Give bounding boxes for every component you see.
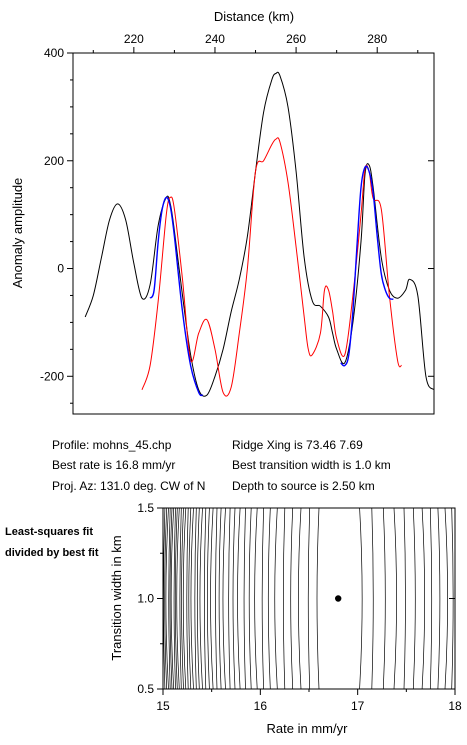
contour-line — [444, 507, 448, 690]
top-y-tick-label: 400 — [44, 46, 64, 60]
contour-line — [165, 507, 169, 690]
contour-line — [164, 507, 168, 690]
contour-line — [168, 507, 171, 690]
contour-line — [194, 507, 197, 690]
contour-line — [186, 507, 189, 690]
contour-line — [316, 507, 320, 690]
contour-line — [283, 507, 286, 690]
top-x-tick-label: 280 — [367, 32, 387, 46]
top-x-tick-label: 240 — [205, 32, 225, 46]
best-fit-point — [335, 595, 342, 602]
depth-text: Depth to source is 2.50 km — [232, 479, 375, 493]
contour-line — [207, 507, 210, 690]
contour-line — [210, 507, 214, 690]
profile-text: Profile: mohns_45.chp — [52, 438, 172, 452]
contour-line — [267, 507, 271, 690]
bottom-x-tick-label: 15 — [156, 699, 170, 713]
contour-line — [412, 507, 416, 690]
top-x-axis-label: Distance (km) — [214, 9, 294, 24]
contour-line — [274, 507, 278, 690]
observed-profile-line — [84, 71, 435, 397]
top-series-group — [84, 71, 435, 397]
contour-line — [196, 507, 200, 690]
contour-line — [176, 507, 180, 690]
contour-line — [382, 507, 386, 690]
bottom-y-tick-label: 1.5 — [137, 501, 154, 515]
contour-line — [403, 507, 406, 690]
contour-line — [169, 507, 173, 690]
contour-lines — [163, 507, 454, 690]
contour-line — [237, 507, 241, 690]
contour-line — [254, 507, 258, 690]
model-profile-line — [141, 137, 403, 397]
contour-line — [248, 507, 252, 690]
fit-segment-line-2 — [340, 165, 394, 367]
contour-line — [232, 507, 236, 690]
contour-line — [437, 507, 441, 690]
contour-line — [181, 507, 184, 690]
contour-line — [228, 507, 231, 690]
bottom-x-tick-label: 16 — [254, 699, 268, 713]
best-rate-text: Best rate is 16.8 mm/yr — [52, 458, 176, 472]
contour-line — [290, 507, 294, 690]
bottom-y-axis-label: Transition width in km — [109, 535, 124, 660]
bottom-x-tick-label: 18 — [448, 699, 462, 713]
top-x-tick-label: 260 — [286, 32, 306, 46]
contour-line — [429, 507, 433, 690]
contour-line — [215, 507, 218, 690]
top-plot-frame — [72, 52, 435, 415]
contour-line — [174, 507, 178, 690]
contour-line — [307, 507, 311, 690]
top-y-tick-label: 200 — [44, 154, 64, 168]
contour-line — [170, 507, 175, 690]
bottom-y-tick-label: 1.0 — [137, 592, 154, 606]
contour-line — [298, 507, 302, 690]
top-y-tick-label: 0 — [57, 262, 64, 276]
contour-line — [371, 507, 374, 690]
contour-line — [204, 507, 207, 690]
bottom-x-tick-label: 17 — [351, 699, 365, 713]
contour-line — [190, 507, 194, 690]
contour-line — [173, 507, 176, 690]
contour-line — [188, 507, 192, 690]
proj-az-text: Proj. Az: 131.0 deg. CW of N — [52, 479, 206, 493]
contour-line — [179, 507, 182, 690]
best-transition-text: Best transition width is 1.0 km — [232, 458, 391, 472]
contour-line — [218, 507, 222, 690]
side-caption: Least-squares fit divided by best fit — [5, 526, 99, 559]
contour-line — [182, 507, 187, 690]
contour-line — [393, 507, 397, 690]
contour-line — [359, 507, 363, 690]
bottom-x-axis-label: Rate in mm/yr — [267, 721, 349, 736]
top-x-tick-label: 220 — [124, 32, 144, 46]
contour-line — [243, 507, 246, 690]
contour-line — [261, 507, 264, 690]
contour-line — [222, 507, 226, 690]
top-y-axis-label: Anomaly amplitude — [10, 178, 25, 289]
fit-segment-line-1 — [149, 196, 204, 397]
bottom-y-tick-label: 0.5 — [137, 682, 154, 696]
contour-line — [421, 507, 425, 690]
ridge-xing-text: Ridge Xing is 73.46 7.69 — [232, 438, 363, 452]
contour-line — [199, 507, 203, 690]
top-y-tick-label: -200 — [40, 369, 64, 383]
